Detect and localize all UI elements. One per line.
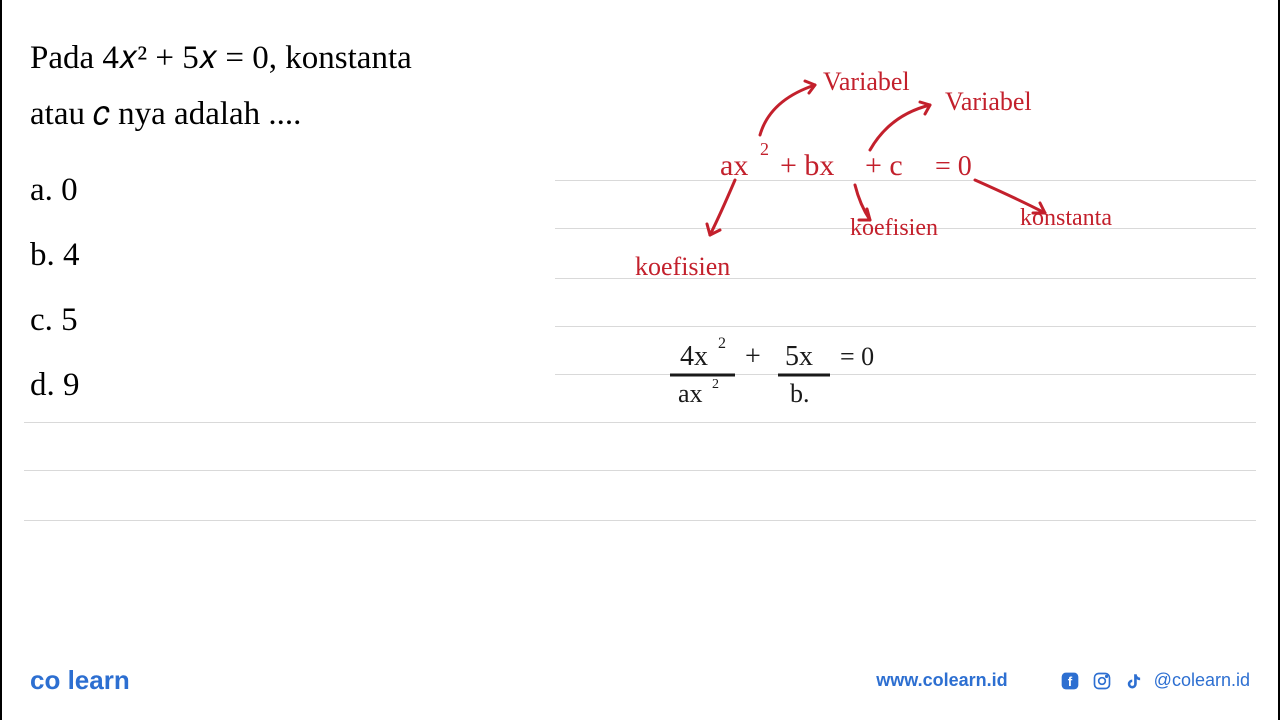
question-line2: atau 𝑐 nya adalah .... — [30, 96, 301, 132]
option-b: b. 4 — [30, 237, 1250, 274]
ruled-line — [555, 180, 1256, 181]
page-border-left — [0, 0, 2, 720]
ruled-line — [555, 228, 1256, 229]
options-list: a. 0 b. 4 c. 5 d. 9 — [30, 172, 1250, 404]
option-d: d. 9 — [30, 367, 1250, 404]
ruled-line — [24, 520, 1256, 521]
question-equation: 4𝑥² + 5𝑥 = 0 — [102, 40, 268, 76]
logo-right: learn — [68, 665, 130, 695]
ruled-line — [555, 374, 1256, 375]
option-c: c. 5 — [30, 302, 1250, 339]
tiktok-icon[interactable] — [1124, 671, 1142, 691]
instagram-icon[interactable] — [1092, 671, 1112, 691]
ruled-line — [24, 422, 1256, 423]
question-text: Pada 4𝑥² + 5𝑥 = 0, konstanta atau 𝑐 nya … — [30, 30, 1250, 142]
footer-right: www.colearn.id f @colearn.id — [876, 670, 1250, 691]
facebook-icon[interactable]: f — [1060, 671, 1080, 691]
website-link[interactable]: www.colearn.id — [876, 670, 1007, 691]
logo-left: co — [30, 665, 60, 695]
question-pre: Pada — [30, 40, 102, 76]
social-handle[interactable]: @colearn.id — [1154, 670, 1250, 691]
question-post: , konstanta — [269, 40, 412, 76]
svg-text:f: f — [1067, 674, 1072, 689]
logo: co learn — [30, 665, 130, 696]
ruled-line — [555, 326, 1256, 327]
ruled-line — [555, 278, 1256, 279]
ruled-line — [24, 470, 1256, 471]
content-area: Pada 4𝑥² + 5𝑥 = 0, konstanta atau 𝑐 nya … — [0, 0, 1280, 404]
option-a: a. 0 — [30, 172, 1250, 209]
footer: co learn www.colearn.id f @colearn.id — [30, 665, 1250, 696]
